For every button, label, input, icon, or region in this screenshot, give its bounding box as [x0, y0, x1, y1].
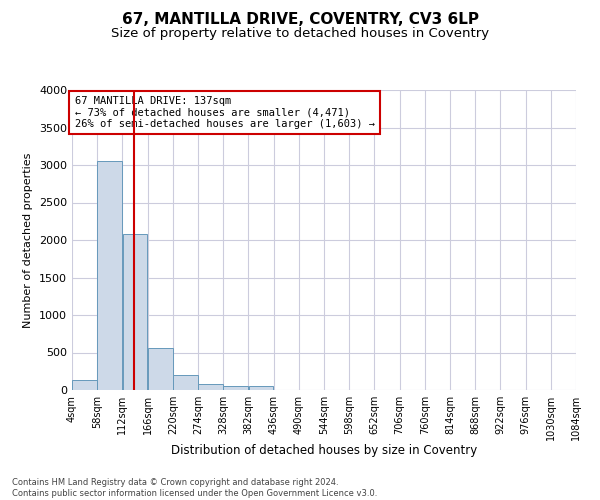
X-axis label: Distribution of detached houses by size in Coventry: Distribution of detached houses by size …: [171, 444, 477, 458]
Bar: [72, 380, 97, 390]
Text: 67 MANTILLA DRIVE: 137sqm
← 73% of detached houses are smaller (4,471)
26% of se: 67 MANTILLA DRIVE: 137sqm ← 73% of detac…: [74, 96, 374, 129]
Text: 67, MANTILLA DRIVE, COVENTRY, CV3 6LP: 67, MANTILLA DRIVE, COVENTRY, CV3 6LP: [121, 12, 479, 28]
Bar: [198, 384, 223, 390]
Bar: [173, 376, 198, 390]
Text: Size of property relative to detached houses in Coventry: Size of property relative to detached ho…: [111, 28, 489, 40]
Bar: [97, 160, 122, 390]
Bar: [148, 348, 173, 390]
Bar: [223, 386, 248, 390]
Bar: [248, 386, 274, 390]
Bar: [122, 234, 148, 390]
Text: Contains HM Land Registry data © Crown copyright and database right 2024.
Contai: Contains HM Land Registry data © Crown c…: [12, 478, 377, 498]
Y-axis label: Number of detached properties: Number of detached properties: [23, 152, 34, 328]
